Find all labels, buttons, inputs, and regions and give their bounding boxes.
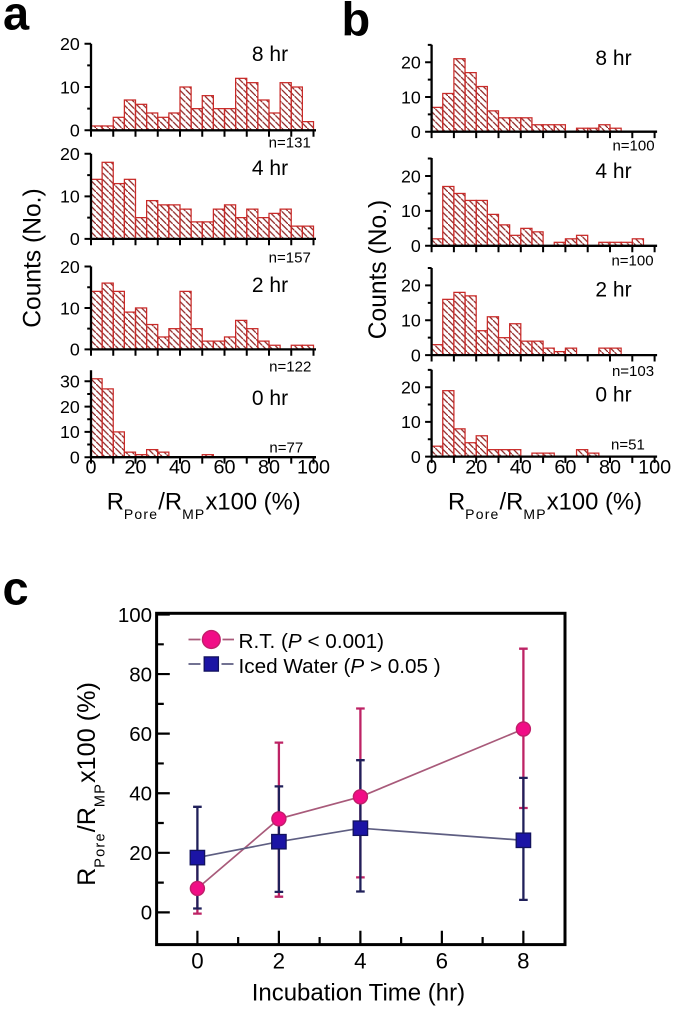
svg-text:Incubation Time (hr): Incubation Time (hr) bbox=[252, 980, 465, 1007]
svg-text:20: 20 bbox=[129, 842, 152, 865]
svg-text:10: 10 bbox=[60, 422, 80, 442]
svg-text:Iced Water (P > 0.05 ): Iced Water (P > 0.05 ) bbox=[239, 655, 441, 678]
svg-text:0: 0 bbox=[70, 121, 80, 141]
svg-text:0: 0 bbox=[411, 122, 421, 142]
svg-text:4 hr: 4 hr bbox=[252, 157, 288, 180]
svg-text:2 hr: 2 hr bbox=[252, 274, 288, 297]
svg-text:0: 0 bbox=[411, 236, 421, 256]
svg-text:n=122: n=122 bbox=[269, 358, 311, 375]
svg-text:2 hr: 2 hr bbox=[595, 278, 631, 301]
svg-text:100: 100 bbox=[118, 604, 152, 627]
svg-text:30: 30 bbox=[60, 372, 80, 392]
svg-text:0: 0 bbox=[411, 345, 421, 365]
svg-text:40: 40 bbox=[169, 457, 191, 479]
svg-text:b: b bbox=[342, 0, 371, 45]
svg-text:40: 40 bbox=[129, 783, 152, 806]
svg-text:Counts (No.): Counts (No.) bbox=[19, 188, 46, 327]
svg-text:n=77: n=77 bbox=[269, 440, 303, 457]
svg-text:0: 0 bbox=[411, 447, 421, 467]
svg-text:60: 60 bbox=[213, 457, 235, 479]
svg-text:40: 40 bbox=[510, 457, 532, 479]
svg-text:n=131: n=131 bbox=[269, 135, 311, 152]
svg-text:80: 80 bbox=[129, 663, 152, 686]
svg-text:20: 20 bbox=[465, 457, 487, 479]
svg-text:60: 60 bbox=[129, 723, 152, 746]
svg-text:80: 80 bbox=[258, 457, 280, 479]
svg-text:10: 10 bbox=[401, 87, 421, 107]
svg-text:0: 0 bbox=[70, 448, 80, 468]
svg-text:2: 2 bbox=[273, 948, 285, 973]
svg-text:10: 10 bbox=[401, 201, 421, 221]
svg-text:8: 8 bbox=[517, 948, 529, 973]
svg-text:20: 20 bbox=[60, 257, 80, 277]
svg-text:80: 80 bbox=[599, 457, 621, 479]
svg-text:100: 100 bbox=[638, 457, 671, 479]
svg-text:10: 10 bbox=[401, 412, 421, 432]
svg-text:0 hr: 0 hr bbox=[595, 384, 631, 407]
svg-text:20: 20 bbox=[124, 457, 146, 479]
svg-text:4 hr: 4 hr bbox=[595, 160, 631, 183]
svg-text:8 hr: 8 hr bbox=[252, 43, 288, 66]
svg-text:100: 100 bbox=[297, 457, 330, 479]
svg-text:10: 10 bbox=[60, 77, 80, 97]
svg-text:60: 60 bbox=[554, 457, 576, 479]
svg-text:20: 20 bbox=[60, 34, 80, 54]
svg-text:10: 10 bbox=[60, 298, 80, 318]
svg-text:20: 20 bbox=[60, 397, 80, 417]
svg-text:n=100: n=100 bbox=[612, 138, 654, 155]
svg-text:Counts (No.): Counts (No.) bbox=[365, 200, 392, 339]
svg-text:20: 20 bbox=[401, 378, 421, 398]
svg-text:0: 0 bbox=[85, 457, 96, 479]
svg-text:0: 0 bbox=[141, 902, 152, 925]
svg-text:0: 0 bbox=[426, 457, 437, 479]
svg-text:n=100: n=100 bbox=[611, 253, 653, 270]
svg-text:8 hr: 8 hr bbox=[595, 47, 631, 70]
svg-text:0: 0 bbox=[70, 340, 80, 360]
svg-text:a: a bbox=[3, 0, 30, 40]
svg-text:n=157: n=157 bbox=[269, 249, 311, 266]
svg-text:20: 20 bbox=[60, 144, 80, 164]
svg-text:20: 20 bbox=[401, 166, 421, 186]
svg-text:20: 20 bbox=[401, 276, 421, 296]
svg-text:n=51: n=51 bbox=[611, 436, 645, 453]
svg-text:20: 20 bbox=[401, 53, 421, 73]
svg-text:n=103: n=103 bbox=[612, 363, 654, 380]
svg-text:0: 0 bbox=[70, 229, 80, 249]
svg-text:4: 4 bbox=[354, 948, 366, 973]
svg-text:6: 6 bbox=[436, 948, 448, 973]
svg-text:0 hr: 0 hr bbox=[252, 387, 288, 410]
svg-text:10: 10 bbox=[401, 311, 421, 331]
svg-text:0: 0 bbox=[191, 948, 203, 973]
svg-text:10: 10 bbox=[60, 187, 80, 207]
svg-text:c: c bbox=[3, 561, 29, 614]
svg-text:R.T. (P < 0.001): R.T. (P < 0.001) bbox=[239, 630, 384, 653]
